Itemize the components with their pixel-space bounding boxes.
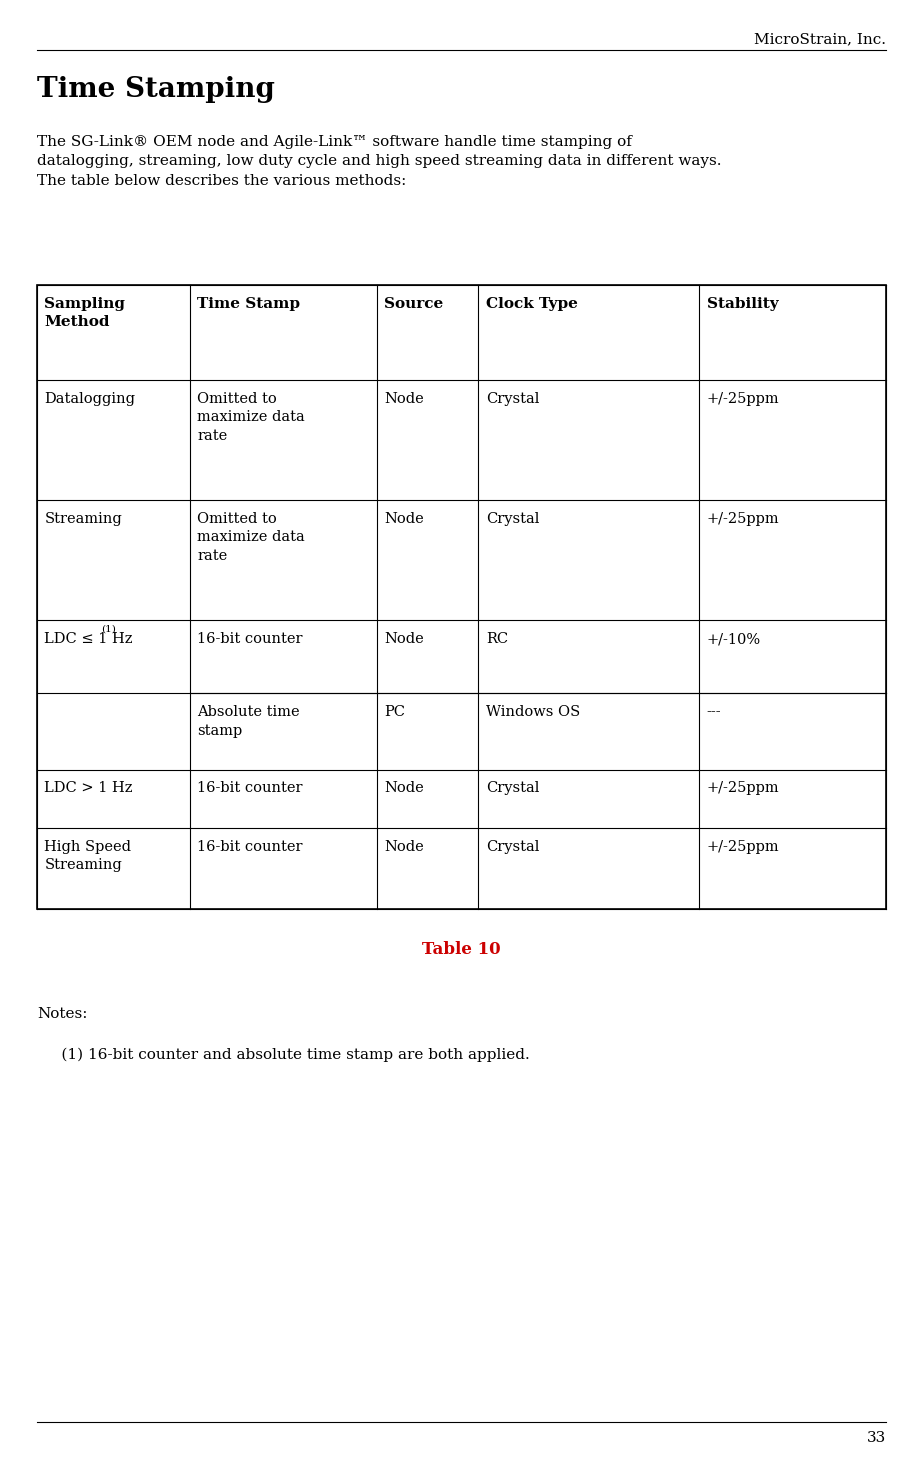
Text: LDC ≤ 1 Hz: LDC ≤ 1 Hz	[44, 632, 133, 647]
Text: Crystal: Crystal	[485, 512, 539, 527]
Text: Crystal: Crystal	[485, 840, 539, 854]
Text: Crystal: Crystal	[485, 781, 539, 796]
Text: Omitted to
maximize data
rate: Omitted to maximize data rate	[198, 512, 305, 563]
Text: Crystal: Crystal	[485, 392, 539, 407]
Text: Table 10: Table 10	[422, 941, 501, 958]
Text: Windows OS: Windows OS	[485, 705, 581, 720]
Text: 16-bit counter: 16-bit counter	[198, 632, 303, 647]
Text: 33: 33	[867, 1431, 886, 1445]
Text: PC: PC	[384, 705, 405, 720]
Text: MicroStrain, Inc.: MicroStrain, Inc.	[754, 32, 886, 47]
Text: The SG-Link® OEM node and Agile-Link™ software handle time stamping of
dataloggi: The SG-Link® OEM node and Agile-Link™ so…	[37, 135, 722, 187]
Text: +/-25ppm: +/-25ppm	[707, 840, 779, 854]
Text: RC: RC	[485, 632, 508, 647]
Text: +/-10%: +/-10%	[707, 632, 761, 647]
Text: Datalogging: Datalogging	[44, 392, 136, 407]
Text: +/-25ppm: +/-25ppm	[707, 512, 779, 527]
Text: (1): (1)	[102, 625, 116, 633]
Text: Node: Node	[384, 632, 424, 647]
Text: Time Stamp: Time Stamp	[198, 297, 300, 312]
Text: Sampling
Method: Sampling Method	[44, 297, 126, 329]
Text: Absolute time
stamp: Absolute time stamp	[198, 705, 300, 737]
Text: LDC > 1 Hz: LDC > 1 Hz	[44, 781, 133, 796]
Text: Node: Node	[384, 392, 424, 407]
Text: ---: ---	[707, 705, 721, 720]
Text: Node: Node	[384, 781, 424, 796]
Text: Notes:: Notes:	[37, 1007, 88, 1021]
Text: Stability: Stability	[707, 297, 778, 312]
Text: Node: Node	[384, 840, 424, 854]
Bar	[37, 285, 886, 909]
Text: Clock Type: Clock Type	[485, 297, 578, 312]
Text: +/-25ppm: +/-25ppm	[707, 392, 779, 407]
Text: +/-25ppm: +/-25ppm	[707, 781, 779, 796]
Text: Node: Node	[384, 512, 424, 527]
Text: Source: Source	[384, 297, 443, 312]
Text: Streaming: Streaming	[44, 512, 122, 527]
Text: Omitted to
maximize data
rate: Omitted to maximize data rate	[198, 392, 305, 443]
Text: (1) 16-bit counter and absolute time stamp are both applied.: (1) 16-bit counter and absolute time sta…	[37, 1048, 530, 1062]
Text: 16-bit counter: 16-bit counter	[198, 781, 303, 796]
Text: Time Stamping: Time Stamping	[37, 76, 275, 102]
Text: High Speed
Streaming: High Speed Streaming	[44, 840, 131, 872]
Text: 16-bit counter: 16-bit counter	[198, 840, 303, 854]
